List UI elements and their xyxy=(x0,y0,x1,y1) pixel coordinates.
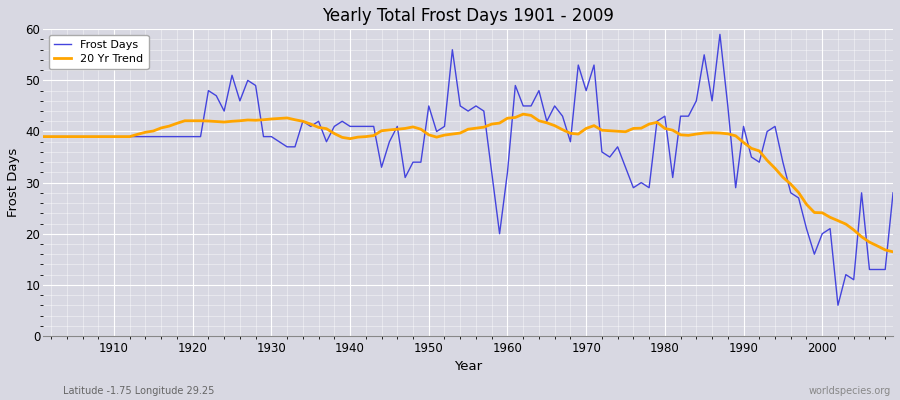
Text: worldspecies.org: worldspecies.org xyxy=(809,386,891,396)
20 Yr Trend xyxy=(887,250,898,254)
20 Yr Trend xyxy=(38,134,49,139)
Frost Days xyxy=(321,139,332,144)
20 Yr Trend xyxy=(321,126,332,131)
Frost Days xyxy=(597,150,608,154)
Legend: Frost Days, 20 Yr Trend: Frost Days, 20 Yr Trend xyxy=(49,35,149,70)
Y-axis label: Frost Days: Frost Days xyxy=(7,148,20,217)
Frost Days xyxy=(502,170,513,175)
Text: Latitude -1.75 Longitude 29.25: Latitude -1.75 Longitude 29.25 xyxy=(63,386,214,396)
Frost Days xyxy=(38,134,49,139)
Frost Days xyxy=(832,303,843,308)
Frost Days xyxy=(715,32,725,37)
Line: Frost Days: Frost Days xyxy=(43,34,893,305)
Line: 20 Yr Trend: 20 Yr Trend xyxy=(43,114,893,252)
20 Yr Trend xyxy=(502,116,513,121)
Frost Days xyxy=(101,134,112,139)
20 Yr Trend xyxy=(605,128,616,133)
Frost Days xyxy=(274,139,284,144)
Frost Days xyxy=(494,231,505,236)
20 Yr Trend xyxy=(274,116,284,121)
X-axis label: Year: Year xyxy=(454,360,482,373)
20 Yr Trend xyxy=(518,112,528,116)
Frost Days xyxy=(887,190,898,195)
Title: Yearly Total Frost Days 1901 - 2009: Yearly Total Frost Days 1901 - 2009 xyxy=(322,7,614,25)
20 Yr Trend xyxy=(101,134,112,139)
20 Yr Trend xyxy=(494,121,505,126)
